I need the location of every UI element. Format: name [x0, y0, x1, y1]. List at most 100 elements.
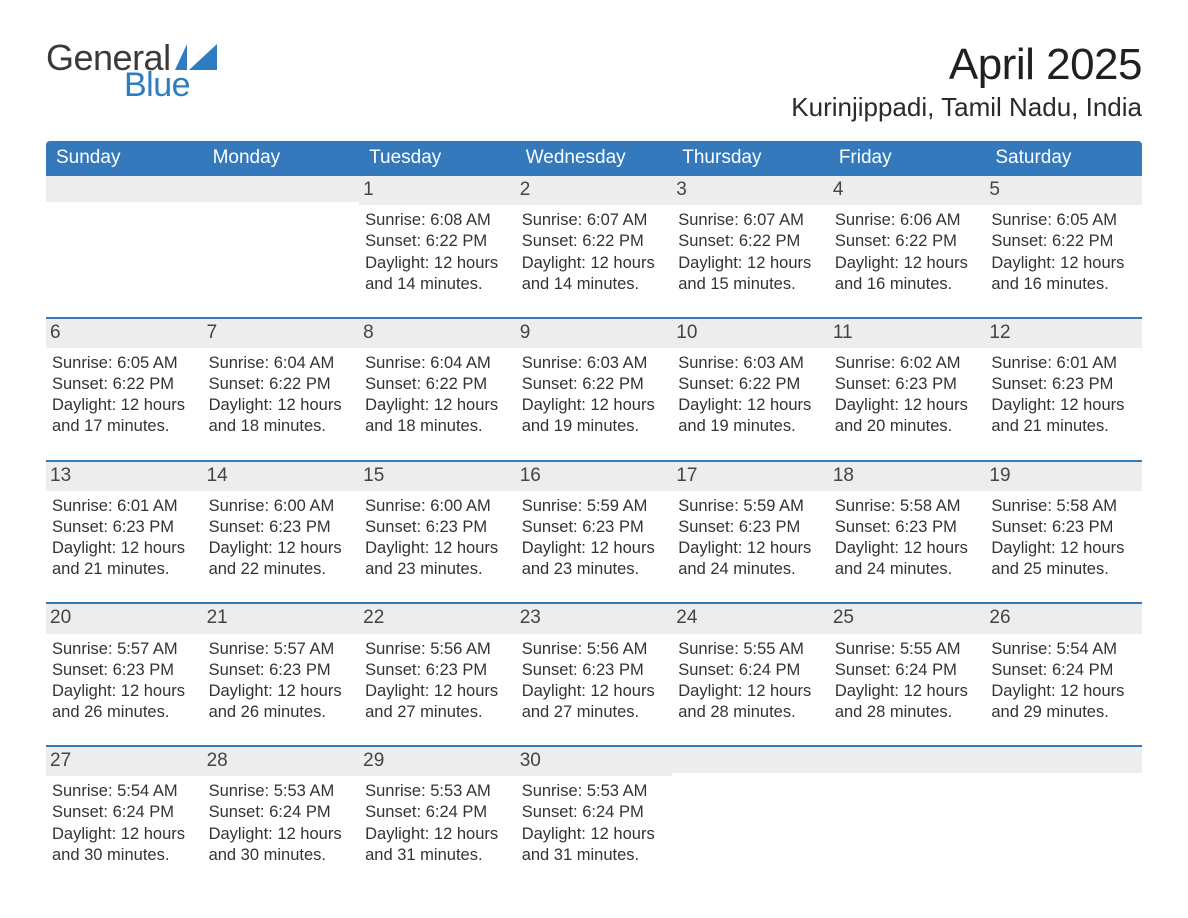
calendar-day-cell: 9Sunrise: 6:03 AMSunset: 6:22 PMDaylight…: [516, 318, 673, 461]
sunset-label: Sunset:: [678, 518, 734, 536]
sunset-label: Sunset:: [365, 232, 421, 250]
daylight-label: Daylight:: [678, 396, 742, 414]
daylight-line: Daylight: 12 hours and 14 minutes.: [522, 253, 665, 295]
sunset-label: Sunset:: [522, 375, 578, 393]
brand-word-2: Blue: [124, 68, 217, 102]
daylight-label: Daylight:: [52, 825, 116, 843]
day-number: 8: [359, 319, 516, 348]
sunset-line: Sunset: 6:22 PM: [991, 231, 1134, 252]
sunrise-line: Sunrise: 6:07 AM: [522, 210, 665, 231]
day-details: Sunrise: 6:00 AMSunset: 6:23 PMDaylight:…: [209, 496, 352, 580]
sunrise-label: Sunrise:: [365, 211, 426, 229]
day-number: 21: [203, 604, 360, 633]
sunset-line: Sunset: 6:23 PM: [209, 660, 352, 681]
day-details: Sunrise: 5:59 AMSunset: 6:23 PMDaylight:…: [678, 496, 821, 580]
sunrise-line: Sunrise: 5:58 AM: [835, 496, 978, 517]
calendar-day-cell: 16Sunrise: 5:59 AMSunset: 6:23 PMDayligh…: [516, 461, 673, 604]
sunrise-label: Sunrise:: [52, 354, 113, 372]
day-details: Sunrise: 6:06 AMSunset: 6:22 PMDaylight:…: [835, 210, 978, 294]
day-details: Sunrise: 6:08 AMSunset: 6:22 PMDaylight:…: [365, 210, 508, 294]
sunset-line: Sunset: 6:24 PM: [365, 802, 508, 823]
day-details: Sunrise: 5:53 AMSunset: 6:24 PMDaylight:…: [209, 781, 352, 865]
daylight-label: Daylight:: [522, 682, 586, 700]
day-number: [203, 176, 360, 202]
day-number: 27: [46, 747, 203, 776]
day-number: 14: [203, 462, 360, 491]
sunrise-value: 5:54 AM: [117, 782, 178, 800]
daylight-line: Daylight: 12 hours and 31 minutes.: [365, 824, 508, 866]
day-details: Sunrise: 6:01 AMSunset: 6:23 PMDaylight:…: [991, 353, 1134, 437]
day-number: 12: [985, 319, 1142, 348]
day-number: 4: [829, 176, 986, 205]
sunrise-line: Sunrise: 6:01 AM: [991, 353, 1134, 374]
sunset-value: 6:24 PM: [426, 803, 487, 821]
sunrise-line: Sunrise: 5:54 AM: [991, 639, 1134, 660]
sunset-label: Sunset:: [678, 375, 734, 393]
sunset-value: 6:23 PM: [113, 661, 174, 679]
weekday-header: Tuesday: [359, 141, 516, 176]
sunset-line: Sunset: 6:22 PM: [678, 374, 821, 395]
sunset-line: Sunset: 6:22 PM: [52, 374, 195, 395]
day-details: Sunrise: 6:03 AMSunset: 6:22 PMDaylight:…: [522, 353, 665, 437]
sunrise-line: Sunrise: 6:02 AM: [835, 353, 978, 374]
month-title: April 2025: [791, 40, 1142, 90]
day-details: Sunrise: 5:57 AMSunset: 6:23 PMDaylight:…: [209, 639, 352, 723]
daylight-line: Daylight: 12 hours and 26 minutes.: [52, 681, 195, 723]
sunset-value: 6:23 PM: [739, 518, 800, 536]
calendar-day-cell: 17Sunrise: 5:59 AMSunset: 6:23 PMDayligh…: [672, 461, 829, 604]
day-number: 11: [829, 319, 986, 348]
sunset-line: Sunset: 6:22 PM: [678, 231, 821, 252]
sunset-label: Sunset:: [365, 518, 421, 536]
day-details: Sunrise: 6:07 AMSunset: 6:22 PMDaylight:…: [522, 210, 665, 294]
sunrise-value: 5:54 AM: [1057, 640, 1118, 658]
day-details: Sunrise: 5:57 AMSunset: 6:23 PMDaylight:…: [52, 639, 195, 723]
sunset-label: Sunset:: [209, 518, 265, 536]
calendar-day-cell: 13Sunrise: 6:01 AMSunset: 6:23 PMDayligh…: [46, 461, 203, 604]
calendar-day-cell: 18Sunrise: 5:58 AMSunset: 6:23 PMDayligh…: [829, 461, 986, 604]
sunset-value: 6:23 PM: [1052, 375, 1113, 393]
sunrise-label: Sunrise:: [522, 497, 583, 515]
daylight-label: Daylight:: [522, 539, 586, 557]
sunrise-value: 6:02 AM: [900, 354, 961, 372]
sunrise-line: Sunrise: 5:55 AM: [835, 639, 978, 660]
day-number: 16: [516, 462, 673, 491]
calendar-day-cell: 3Sunrise: 6:07 AMSunset: 6:22 PMDaylight…: [672, 176, 829, 318]
sunrise-value: 5:57 AM: [117, 640, 178, 658]
day-number: 23: [516, 604, 673, 633]
sunset-line: Sunset: 6:24 PM: [678, 660, 821, 681]
sunrise-line: Sunrise: 5:58 AM: [991, 496, 1134, 517]
sunset-line: Sunset: 6:22 PM: [209, 374, 352, 395]
day-details: Sunrise: 5:56 AMSunset: 6:23 PMDaylight:…: [522, 639, 665, 723]
daylight-line: Daylight: 12 hours and 19 minutes.: [522, 395, 665, 437]
sunrise-line: Sunrise: 5:57 AM: [52, 639, 195, 660]
day-number: 5: [985, 176, 1142, 205]
sunrise-value: 6:05 AM: [117, 354, 178, 372]
daylight-label: Daylight:: [365, 396, 429, 414]
daylight-label: Daylight:: [991, 254, 1055, 272]
daylight-label: Daylight:: [835, 254, 899, 272]
sunset-value: 6:23 PM: [582, 661, 643, 679]
sunset-label: Sunset:: [365, 803, 421, 821]
sunrise-label: Sunrise:: [835, 640, 896, 658]
calendar-day-cell: 12 Sunrise: 6:01 AMSunset: 6:23 PMDayligh…: [985, 318, 1142, 461]
sunrise-value: 6:05 AM: [1057, 211, 1118, 229]
day-number: 1: [359, 176, 516, 205]
calendar-empty-cell: [985, 746, 1142, 888]
sunset-label: Sunset:: [835, 518, 891, 536]
sunset-label: Sunset:: [991, 232, 1047, 250]
sunset-line: Sunset: 6:23 PM: [52, 660, 195, 681]
day-number: 29: [359, 747, 516, 776]
sunrise-label: Sunrise:: [209, 640, 270, 658]
calendar-day-cell: 4 Sunrise: 6:06 AMSunset: 6:22 PMDaylight…: [829, 176, 986, 318]
sunset-value: 6:23 PM: [426, 661, 487, 679]
day-number: 10: [672, 319, 829, 348]
sunrise-line: Sunrise: 6:05 AM: [991, 210, 1134, 231]
day-details: Sunrise: 5:55 AMSunset: 6:24 PMDaylight:…: [678, 639, 821, 723]
sunrise-line: Sunrise: 6:04 AM: [209, 353, 352, 374]
sunrise-value: 5:55 AM: [900, 640, 961, 658]
day-details: Sunrise: 5:53 AMSunset: 6:24 PMDaylight:…: [522, 781, 665, 865]
sunrise-label: Sunrise:: [991, 497, 1052, 515]
sunset-line: Sunset: 6:23 PM: [835, 374, 978, 395]
daylight-line: Daylight: 12 hours and 22 minutes.: [209, 538, 352, 580]
sunset-value: 6:22 PM: [739, 375, 800, 393]
